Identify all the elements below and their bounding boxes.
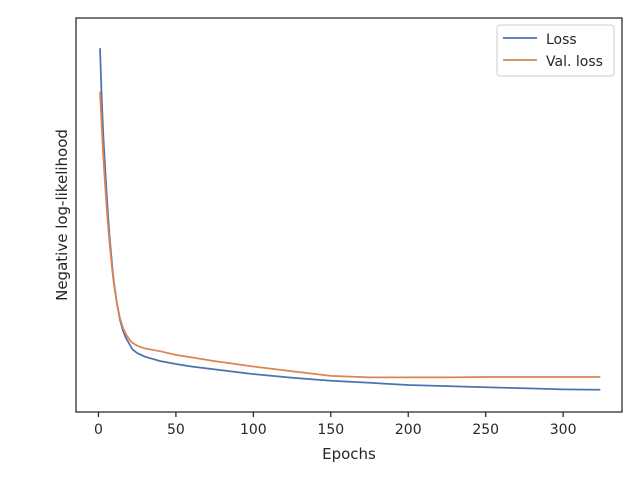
x-tick-label: 200: [395, 422, 422, 438]
x-axis-ticks: 0 50 100 150 200 250 300: [94, 412, 577, 438]
x-tick-label: 50: [167, 422, 185, 438]
legend: Loss Val. loss: [496, 24, 615, 77]
x-axis-label: Epochs: [322, 445, 376, 463]
y-axis-label: Negative log-likelihood: [53, 129, 71, 301]
series-lines: [99, 48, 601, 391]
legend-label-loss: Loss: [546, 32, 577, 48]
series-line-loss: [99, 48, 601, 391]
series-line-val-loss: [99, 91, 601, 379]
x-tick-label: 150: [317, 422, 344, 438]
legend-label-val-loss: Val. loss: [546, 54, 603, 70]
x-tick-label: 100: [240, 422, 267, 438]
x-tick-label: 300: [550, 422, 577, 438]
plot-frame: [75, 17, 623, 413]
x-tick-label: 250: [472, 422, 499, 438]
x-tick-label: 0: [94, 422, 103, 438]
